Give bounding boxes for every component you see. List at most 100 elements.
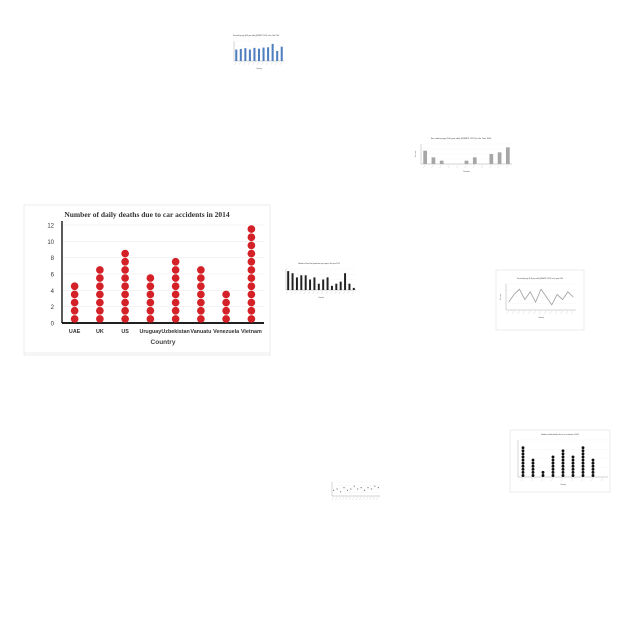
scatter-point <box>377 487 379 489</box>
x-tick-mark <box>351 290 354 295</box>
dot-marker <box>561 455 565 459</box>
dot-marker <box>521 446 525 450</box>
y-tick-label: 0 <box>51 322 55 328</box>
bar <box>497 152 502 164</box>
dot-marker <box>551 474 555 477</box>
dot-marker <box>581 452 585 456</box>
x-tick-mark <box>423 164 426 169</box>
x-axis-title: Country <box>318 296 324 299</box>
x-axis-title: Country <box>151 339 176 346</box>
y-tick-label: 8 <box>51 256 55 262</box>
dot-marker <box>521 449 525 453</box>
x-tick-mark <box>247 61 251 66</box>
bar <box>439 160 444 164</box>
dot-marker <box>521 464 525 468</box>
x-tick-mark <box>550 477 554 482</box>
chart-panel-1: Number of daily deaths due to car accide… <box>23 204 271 356</box>
x-axis-title: Country <box>256 67 262 70</box>
scatter-point <box>343 487 345 489</box>
x-tick-mark <box>580 477 584 482</box>
dot-marker <box>531 458 535 462</box>
dot-marker <box>561 474 565 477</box>
scatter-point <box>339 491 342 493</box>
dot-marker <box>222 306 230 315</box>
x-tick-mark <box>540 477 544 482</box>
scatter-point <box>360 487 362 489</box>
x-tick-mark <box>252 61 255 66</box>
dot-marker <box>222 290 230 299</box>
dot-marker <box>531 467 535 471</box>
dot-marker <box>197 282 205 291</box>
dot-marker <box>571 455 575 459</box>
x-tick-mark <box>472 164 475 169</box>
x-tick-mark <box>365 496 369 501</box>
bar <box>291 273 294 290</box>
bar <box>322 279 325 290</box>
bar <box>239 49 242 61</box>
dot-marker <box>551 458 555 462</box>
dot-marker <box>541 470 545 474</box>
dot-marker <box>121 282 129 291</box>
dot-marker <box>96 315 104 323</box>
dot-marker <box>581 455 585 459</box>
bar <box>464 160 469 164</box>
dot-marker <box>551 464 555 468</box>
bar <box>506 147 510 164</box>
bar <box>262 47 265 61</box>
x-tick-mark <box>528 310 531 315</box>
x-tick-mark <box>352 496 355 501</box>
dot-marker <box>70 290 79 299</box>
x-tick-mark <box>538 310 542 315</box>
dot-marker <box>561 461 565 465</box>
dot-marker <box>197 266 205 274</box>
dot-marker <box>581 470 585 474</box>
dot-marker <box>581 446 585 450</box>
x-tick-mark <box>261 61 264 66</box>
x-tick-mark <box>238 61 241 66</box>
scatter-point <box>350 488 352 490</box>
bar <box>339 281 342 290</box>
bar <box>472 157 477 164</box>
x-tick-mark <box>312 290 315 295</box>
bar <box>300 275 303 290</box>
dot-marker <box>171 257 180 266</box>
dot-marker <box>121 298 129 307</box>
x-tick-mark <box>555 310 558 315</box>
chart-frame <box>23 204 271 356</box>
x-tick-mark <box>348 496 351 501</box>
dot-marker <box>531 470 535 474</box>
bar <box>309 279 312 290</box>
x-tick-mark <box>243 61 246 66</box>
dot-marker <box>561 458 565 462</box>
dot-marker <box>121 274 129 282</box>
chart-title: Number of daily deaths due to car accide… <box>64 210 230 219</box>
chart-title: Number of fossil fuel production per cap… <box>298 262 340 265</box>
bar <box>313 277 316 290</box>
scatter-point <box>370 488 373 490</box>
bar <box>317 283 320 290</box>
y-tick-label: 10 <box>47 240 54 246</box>
y-tick-label: 12 <box>47 224 54 230</box>
dot-marker <box>591 470 595 474</box>
dot-marker <box>561 470 565 474</box>
dot-marker <box>146 306 155 315</box>
dot-marker <box>247 274 256 282</box>
scatter-point <box>363 489 366 491</box>
dot-marker <box>247 306 256 315</box>
dot-marker <box>247 315 256 323</box>
dot-marker <box>571 461 575 465</box>
x-tick-mark <box>372 496 375 501</box>
dot-marker <box>581 461 585 465</box>
dot-marker <box>551 467 555 471</box>
x-tick-mark <box>511 310 515 315</box>
x-tick-mark <box>505 164 508 169</box>
x-tick-mark <box>480 164 484 169</box>
dot-marker <box>96 274 104 282</box>
x-tick-mark <box>338 496 341 501</box>
dot-marker <box>70 315 79 323</box>
dot-marker <box>591 464 595 468</box>
dot-marker <box>581 467 585 471</box>
x-tick-label: Uruguay <box>139 329 161 335</box>
dot-marker <box>521 461 525 465</box>
